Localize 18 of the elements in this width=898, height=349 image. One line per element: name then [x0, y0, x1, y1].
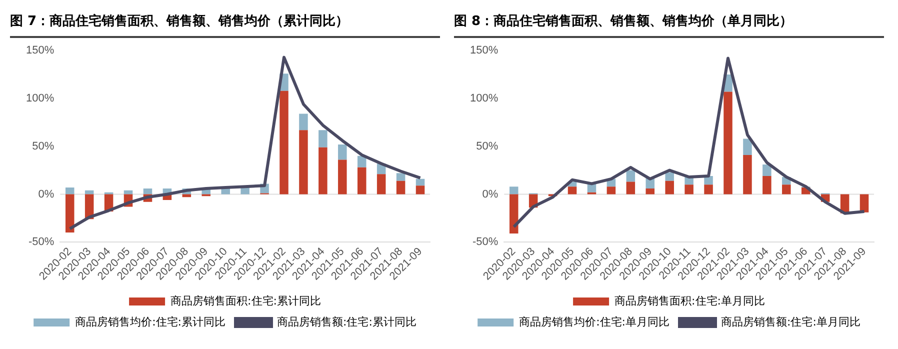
y-tick-label: -50%	[28, 236, 54, 248]
y-tick-label: 0%	[482, 188, 498, 200]
y-tick-label: 50%	[476, 140, 498, 152]
legend-label: 商品房销售额:住宅:单月同比	[721, 315, 860, 328]
y-tick-label: 150%	[26, 44, 54, 57]
legend-label: 商品房销售面积:住宅:累计同比	[170, 294, 321, 308]
y-tick-label: 150%	[470, 44, 498, 57]
legend-label: 商品房销售面积:住宅:单月同比	[614, 294, 765, 308]
y-tick-label: -50%	[472, 236, 498, 248]
legend-label: 商品房销售均价:住宅:单月同比	[519, 315, 670, 328]
y-tick-label: 0%	[38, 188, 54, 200]
y-tick-label: 50%	[32, 140, 54, 152]
chart-title: 图 7：商品住宅销售面积、销售额、销售均价（累计同比）	[10, 6, 440, 38]
chart-title: 图 8：商品住宅销售面积、销售额、销售均价（单月同比）	[454, 6, 884, 38]
legend-label: 商品房销售均价:住宅:累计同比	[75, 315, 226, 328]
legend-label: 商品房销售额:住宅:累计同比	[277, 315, 416, 328]
y-tick-label: 100%	[26, 92, 54, 105]
y-tick-label: 100%	[470, 92, 498, 105]
